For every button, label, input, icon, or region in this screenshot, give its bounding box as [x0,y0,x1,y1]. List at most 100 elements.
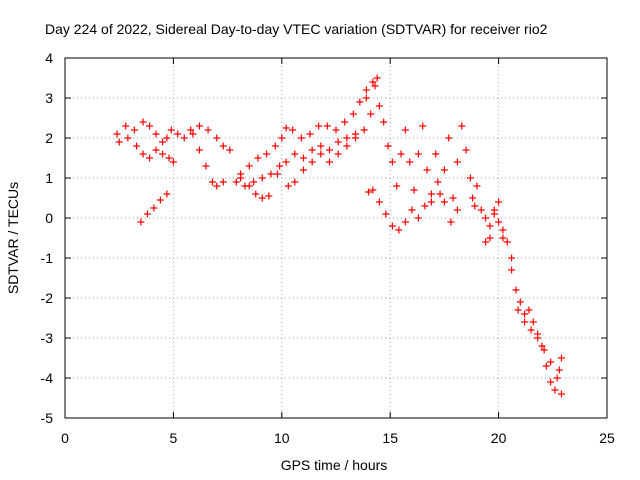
data-point [529,318,537,326]
data-point [352,134,360,142]
data-point [384,142,392,150]
data-point [486,234,494,242]
data-point [551,386,559,394]
data-point [527,326,535,334]
data-point [380,118,388,126]
data-point [343,142,351,150]
data-point [291,150,299,158]
data-point [265,192,273,200]
y-tick-label: -1 [41,250,54,266]
data-point [408,206,416,214]
data-point [284,182,292,190]
data-point [427,190,435,198]
data-point [187,126,195,134]
data-point [254,154,262,162]
data-point [369,78,377,86]
plot-frame [64,57,608,419]
data-point [362,86,370,94]
data-point [466,174,474,182]
data-point [299,166,307,174]
data-point [349,110,357,118]
data-point [282,158,290,166]
data-point [180,134,188,142]
data-points [113,74,565,398]
data-point [557,390,565,398]
chart-title: Day 224 of 2022, Sidereal Day-to-day VTE… [45,21,548,37]
data-point [332,126,340,134]
data-point [553,374,561,382]
x-tick-label: 20 [491,430,507,446]
data-point [382,210,390,218]
data-point [401,126,409,134]
data-point [432,150,440,158]
x-tick-label: 0 [61,430,69,446]
data-point [540,346,548,354]
data-point [219,142,227,150]
data-point [367,110,375,118]
data-point [375,198,383,206]
data-point [276,162,284,170]
data-point [486,222,494,230]
data-point [189,130,197,138]
data-point [159,150,167,158]
data-point [146,154,154,162]
data-point [499,234,507,242]
data-point [375,102,383,110]
data-point [139,150,147,158]
data-point [373,74,381,82]
data-point [208,178,216,186]
data-point [163,190,171,198]
data-point [525,306,533,314]
data-point [299,154,307,162]
data-point [195,146,203,154]
data-point [169,158,177,166]
data-point [150,204,158,212]
y-tick-label: 4 [45,50,53,66]
data-point [360,126,368,134]
data-point [395,226,403,234]
data-point [152,146,160,154]
y-tick-label: 3 [45,90,53,106]
data-point [174,130,182,138]
data-point [555,366,563,374]
grid [65,58,607,418]
data-point [516,298,524,306]
data-point [146,122,154,130]
data-point [393,182,401,190]
data-point [273,170,281,178]
data-point [167,126,175,134]
data-point [473,182,481,190]
data-point [453,158,461,166]
data-point [334,150,342,158]
data-point [521,310,529,318]
data-point [434,178,442,186]
data-point [410,186,418,194]
data-point [542,362,550,370]
data-point [213,182,221,190]
data-point [315,122,323,130]
y-tick-label: -5 [41,410,54,426]
data-point [258,194,266,202]
data-point [508,254,516,262]
data-point [241,182,249,190]
data-point [423,166,431,174]
x-axis-label: GPS time / hours [281,457,388,473]
data-point [499,226,507,234]
data-point [369,186,377,194]
data-point [436,190,444,198]
data-point [263,150,271,158]
data-point [538,342,546,350]
data-point [521,318,529,326]
data-point [130,126,138,134]
data-point [115,138,123,146]
y-axis-label: SDTVAR / TECUs [5,182,21,294]
data-point [449,194,457,202]
data-point [547,378,555,386]
data-point [341,118,349,126]
data-point [165,154,173,162]
data-point [445,134,453,142]
data-point [547,358,555,366]
x-tick-label: 10 [274,430,290,446]
data-point [308,146,316,154]
